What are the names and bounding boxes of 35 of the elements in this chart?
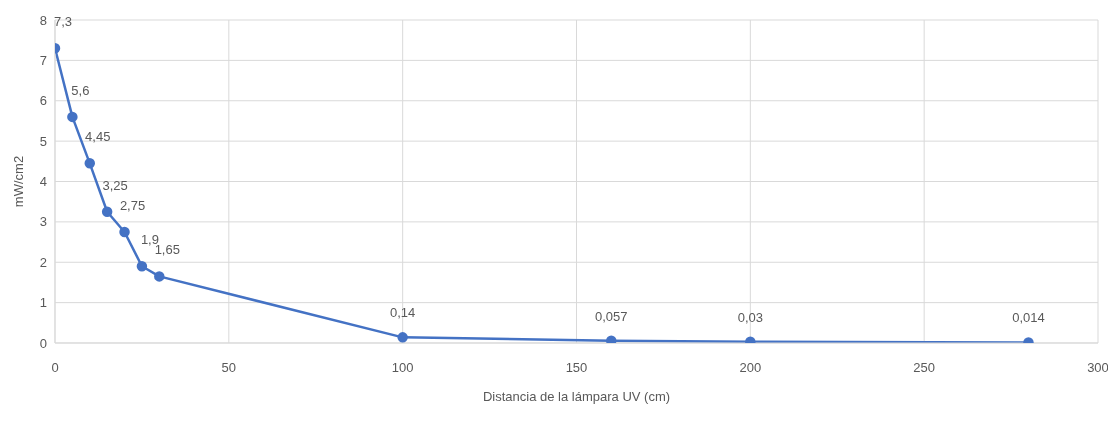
y-tick-label: 3 — [39, 214, 47, 230]
x-tick-label: 0 — [51, 360, 59, 376]
point — [397, 332, 408, 343]
y-tick-label: 0 — [39, 335, 47, 351]
data-label: 5,6 — [71, 82, 90, 98]
point — [606, 335, 617, 343]
y-tick-label: 6 — [39, 93, 47, 109]
data-label: 0,03 — [737, 309, 763, 325]
point — [101, 206, 113, 218]
y-axis-title: mW/cm2 — [10, 155, 26, 208]
x-tick-label: 150 — [565, 360, 588, 376]
x-tick-label: 50 — [221, 360, 237, 376]
x-tick-label: 200 — [739, 360, 762, 376]
data-label: 7,3 — [53, 14, 73, 30]
point — [136, 261, 148, 272]
y-tick-label: 8 — [39, 12, 47, 28]
y-tick-label: 5 — [39, 133, 47, 149]
y-tick-label: 7 — [39, 52, 47, 68]
x-tick-label: 100 — [391, 360, 414, 376]
y-tick-label: 4 — [39, 174, 47, 190]
point — [154, 271, 165, 282]
data-label: 3,25 — [102, 177, 128, 193]
x-tick-label: 250 — [913, 360, 936, 376]
y-tick-label: 2 — [39, 254, 47, 270]
data-label: 0,14 — [390, 305, 416, 321]
point — [84, 158, 96, 169]
point — [119, 226, 130, 238]
x-tick-label: 300 — [1087, 360, 1109, 376]
data-label: 0,057 — [594, 308, 628, 324]
y-tick-label: 1 — [39, 295, 47, 311]
data-label: 2,75 — [119, 197, 146, 213]
data-label: 0,014 — [1012, 310, 1045, 326]
x-axis-title: Distancia de la lámpara UV (cm) — [482, 389, 671, 404]
data-label: 4,45 — [85, 129, 111, 145]
point — [67, 111, 78, 123]
